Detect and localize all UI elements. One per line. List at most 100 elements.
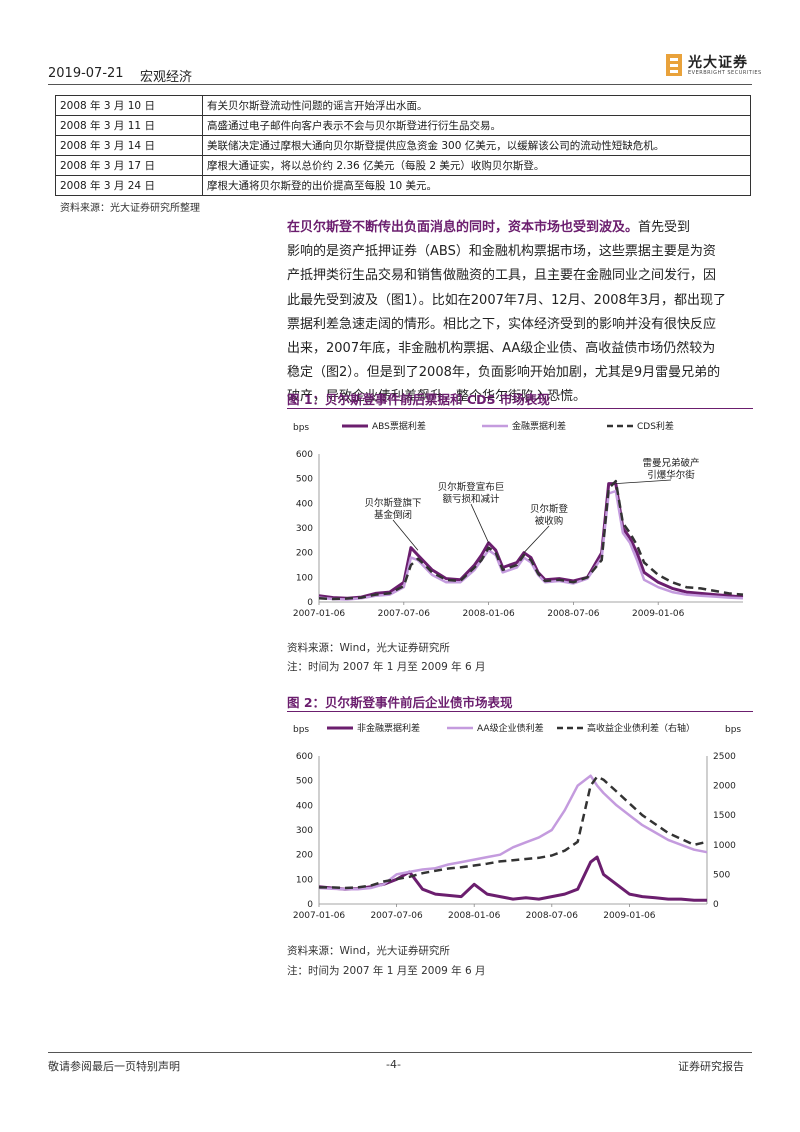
legend-label: ABS票据利差 bbox=[372, 420, 426, 432]
table-row: 2008 年 3 月 24 日摩根大通将贝尔斯登的出价提高至每股 10 美元。 bbox=[55, 175, 751, 196]
y-tick-label: 0 bbox=[307, 598, 313, 608]
x-tick-label: 2007-07-06 bbox=[370, 911, 423, 921]
y-tick-label: 100 bbox=[296, 875, 313, 885]
x-tick-label: 2009-01-06 bbox=[632, 609, 685, 619]
figure1-title-rule bbox=[287, 408, 753, 409]
x-tick-label: 2007-07-06 bbox=[378, 609, 431, 619]
y-tick-label: 0 bbox=[307, 900, 313, 910]
figure2-chart: bps bps 0 100 200 300 400 500 600 0 500 1000 1500 200… bbox=[293, 722, 742, 921]
y-tick-label: 200 bbox=[296, 549, 313, 559]
table-cell-event: 摩根大通证实，将以总价约 2.36 亿美元（每股 2 美元）收购贝尔斯登。 bbox=[202, 155, 751, 176]
y-tick-label: 300 bbox=[296, 826, 313, 836]
y-tick-label: 600 bbox=[296, 752, 313, 762]
annotation-label: 贝尔斯登旗下 bbox=[364, 497, 421, 509]
annotation-label: 引爆华尔街 bbox=[647, 469, 695, 481]
logo-text: 光大证券 bbox=[688, 55, 748, 71]
annotation-label: 贝尔斯登 bbox=[530, 503, 569, 515]
x-tick-label: 2008-07-06 bbox=[547, 609, 600, 619]
event-table: 2008 年 3 月 10 日有关贝尔斯登流动性问题的谣言开始浮出水面。 200… bbox=[55, 95, 751, 196]
table-row: 2008 年 3 月 10 日有关贝尔斯登流动性问题的谣言开始浮出水面。 bbox=[55, 95, 751, 116]
y-tick-label-right: 2500 bbox=[713, 752, 736, 762]
legend-label: 金融票据利差 bbox=[512, 420, 566, 432]
table-cell-date: 2008 年 3 月 14 日 bbox=[55, 135, 203, 156]
table-cell-date: 2008 年 3 月 10 日 bbox=[55, 95, 203, 116]
annotation-label: 贝尔斯登宣布巨 bbox=[438, 481, 505, 493]
y-tick-label-right: 0 bbox=[713, 900, 719, 910]
legend-label: 非金融票据利差 bbox=[357, 722, 420, 734]
series-line bbox=[318, 489, 744, 601]
figure2-source: 资料来源：Wind，光大证券研究所 bbox=[287, 945, 450, 957]
y-tick-label: 400 bbox=[296, 801, 313, 811]
figure1-note: 注：时间为 2007 年 1 月至 2009 年 6 月 bbox=[287, 661, 486, 673]
annotation-label: 被收购 bbox=[535, 515, 564, 527]
annotation-arrow bbox=[470, 503, 489, 543]
paragraph-text: 首先受到 bbox=[638, 220, 691, 235]
annotation-label: 基金倒闭 bbox=[374, 509, 412, 521]
page-number: -4- bbox=[386, 1058, 401, 1071]
figure2-title: 图 2：贝尔斯登事件前后企业债市场表现 bbox=[287, 695, 513, 710]
y-tick-label-right: 500 bbox=[713, 870, 730, 880]
annotation-arrow bbox=[392, 519, 419, 551]
table-row: 2008 年 3 月 14 日美联储决定通过摩根大通向贝尔斯登提供应急资金 30… bbox=[55, 135, 751, 156]
y-tick-label: 500 bbox=[296, 777, 313, 787]
series-line bbox=[318, 855, 707, 902]
table-cell-date: 2008 年 3 月 17 日 bbox=[55, 155, 203, 176]
y-tick-label-right: 1000 bbox=[713, 841, 736, 851]
annotation-arrow bbox=[523, 525, 550, 553]
figure1-chart: bps 0 100 200 300 400 500 600 2007-01-06 2007-07-… bbox=[293, 420, 744, 619]
y-tick-label: 600 bbox=[296, 450, 313, 460]
table-cell-date: 2008 年 3 月 24 日 bbox=[55, 175, 203, 196]
y-axis-label: bps bbox=[293, 423, 309, 433]
y-tick-label-right: 1500 bbox=[713, 811, 736, 821]
body-paragraph: 在贝尔斯登不断传出负面消息的同时，资本市场也受到波及。首先受到 影响的是资产抵押… bbox=[287, 216, 753, 410]
paragraph-text: 产抵押类衍生品交易和销售做融资的工具，且主要在金融同业之间发行，因 bbox=[287, 268, 717, 284]
y-tick-label: 200 bbox=[296, 851, 313, 861]
paragraph-text: 出来，2007年底，非金融机构票据、AA级企业债、高收益债市场仍然较为 bbox=[287, 341, 716, 357]
logo-subtext: EVERBRIGHT SECURITIES bbox=[688, 70, 762, 76]
paragraph-text: 影响的是资产抵押证券（ABS）和金融机构票据市场，这些票据主要是为资 bbox=[287, 244, 716, 260]
table-cell-event: 摩根大通将贝尔斯登的出价提高至每股 10 美元。 bbox=[202, 175, 751, 196]
legend-label: AA级企业债利差 bbox=[477, 722, 544, 734]
y-axis-label-right: bps bbox=[725, 725, 741, 735]
x-tick-label: 2008-07-06 bbox=[526, 911, 579, 921]
table-source: 资料来源：光大证券研究所整理 bbox=[60, 203, 200, 214]
figure2-title-rule bbox=[287, 711, 753, 712]
annotation-arrow bbox=[615, 479, 672, 484]
paragraph-lead: 在贝尔斯登不断传出负面消息的同时，资本市场也受到波及。 bbox=[287, 220, 639, 235]
legend-label: 高收益企业债利差（右轴） bbox=[587, 722, 695, 734]
paragraph-text: 稳定（图2）。但是到了2008年，负面影响开始加剧，尤其是9月雷曼兄弟的 bbox=[287, 365, 721, 381]
paragraph-text: 破产，导致企业债利差飙升，整个华尔街陷入恐慌。 bbox=[287, 389, 587, 405]
table-row: 2008 年 3 月 11 日高盛通过电子邮件向客户表示不会与贝尔斯登进行衍生品… bbox=[55, 115, 751, 136]
y-axis-label: bps bbox=[293, 725, 309, 735]
y-tick-label: 300 bbox=[296, 524, 313, 534]
annotation-label: 雷曼兄弟破产 bbox=[642, 457, 699, 469]
x-tick-label: 2008-01-06 bbox=[448, 911, 501, 921]
legend-label: CDS利差 bbox=[637, 420, 674, 432]
series-line bbox=[318, 479, 744, 601]
report-section: 宏观经济 bbox=[140, 70, 193, 85]
paragraph-text: 此最先受到波及（图1）。比如在2007年7月、12月、2008年3月，都出现了 bbox=[287, 292, 727, 308]
x-tick-label: 2009-01-06 bbox=[603, 911, 656, 921]
figure1-title: 图 1：贝尔斯登事件前后票据和 CDS 市场表现 bbox=[287, 392, 550, 407]
y-tick-label: 400 bbox=[296, 499, 313, 509]
footer-disclaimer: 敬请参阅最后一页特别声明 bbox=[48, 1060, 180, 1073]
y-tick-label: 100 bbox=[296, 573, 313, 583]
series-line bbox=[318, 774, 708, 891]
table-cell-event: 美联储决定通过摩根大通向贝尔斯登提供应急资金 300 亿美元，以缓解该公司的流动… bbox=[202, 135, 751, 156]
x-tick-label: 2007-01-06 bbox=[293, 911, 346, 921]
paragraph-text: 票据利差急速走阔的情形。相比之下，实体经济受到的影响并没有很快反应 bbox=[287, 316, 717, 332]
table-row: 2008 年 3 月 17 日摩根大通证实，将以总价约 2.36 亿美元（每股 … bbox=[55, 155, 751, 176]
annotation-label: 额亏损和减计 bbox=[442, 493, 500, 505]
table-cell-event: 高盛通过电子邮件向客户表示不会与贝尔斯登进行衍生品交易。 bbox=[202, 115, 751, 136]
y-tick-label-right: 2000 bbox=[713, 782, 736, 792]
report-date: 2019-07-21 bbox=[48, 66, 124, 81]
figure2-note: 注：时间为 2007 年 1 月至 2009 年 6 月 bbox=[287, 965, 486, 977]
figure1-source: 资料来源：Wind，光大证券研究所 bbox=[287, 642, 450, 654]
series-line bbox=[319, 775, 708, 890]
logo-mark-icon bbox=[666, 54, 682, 76]
y-tick-label: 500 bbox=[296, 475, 313, 485]
footer-report-type: 证券研究报告 bbox=[678, 1060, 744, 1073]
x-tick-label: 2008-01-06 bbox=[462, 609, 515, 619]
table-cell-event: 有关贝尔斯登流动性问题的谣言开始浮出水面。 bbox=[202, 95, 751, 116]
series-line bbox=[318, 482, 744, 600]
